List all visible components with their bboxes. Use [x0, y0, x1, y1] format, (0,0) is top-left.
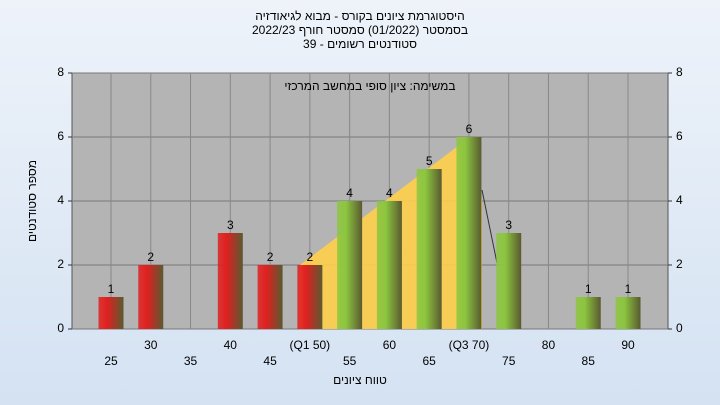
- bar: [337, 201, 363, 329]
- y-tick-label: 2: [57, 257, 64, 271]
- y-tick-label: 6: [57, 129, 64, 143]
- bar: [257, 265, 283, 329]
- annotation: במשימה: ציון סופי במחשב המרכזי: [284, 79, 455, 93]
- bar: [416, 169, 442, 329]
- x-tick-label: 90: [621, 338, 635, 352]
- x-tick-label: 85: [582, 354, 596, 368]
- x-tick-label: 40: [224, 338, 238, 352]
- value-label: 2: [147, 250, 154, 264]
- bar: [98, 297, 124, 329]
- x-tick-label: 80: [542, 338, 556, 352]
- chart-title: היסטוגרמת ציונים בקורס - מבוא לגיאודזיה: [255, 9, 464, 23]
- value-label: 2: [267, 250, 274, 264]
- value-label: 4: [386, 186, 393, 200]
- y2-tick-label: 4: [676, 193, 683, 207]
- bar: [615, 297, 641, 329]
- value-label: 1: [625, 282, 632, 296]
- x-tick-label: 45: [263, 354, 277, 368]
- value-label: 2: [307, 250, 314, 264]
- x-tick-label: 75: [502, 354, 516, 368]
- y-tick-label: 0: [57, 321, 64, 335]
- bar: [575, 297, 601, 329]
- value-label: 3: [505, 218, 512, 232]
- x-tick-label: (Q1 50): [290, 338, 331, 352]
- x-tick-label: (Q3 70): [449, 338, 490, 352]
- bar: [138, 265, 164, 329]
- y2-tick-label: 2: [676, 257, 683, 271]
- bar: [297, 265, 323, 329]
- chart-subtitle: סטודנטים רשומים - 39: [303, 37, 417, 51]
- y-tick-label: 8: [57, 65, 64, 79]
- y-axis-label: מספר סטודנטים: [25, 160, 39, 242]
- chart-subtitle: בסמסטר (01/2022) סמסטר חורף 2022/23: [252, 23, 468, 37]
- y2-tick-label: 8: [676, 65, 683, 79]
- y-tick-label: 4: [57, 193, 64, 207]
- x-tick-label: 55: [343, 354, 357, 368]
- bar: [217, 233, 243, 329]
- x-tick-label: 25: [104, 354, 118, 368]
- y2-tick-label: 0: [676, 321, 683, 335]
- x-tick-label: 65: [422, 354, 436, 368]
- y2-tick-label: 6: [676, 129, 683, 143]
- bar: [456, 137, 482, 329]
- x-tick-label: 30: [144, 338, 158, 352]
- value-label: 4: [346, 186, 353, 200]
- value-label: 6: [466, 122, 473, 136]
- bar: [376, 201, 402, 329]
- x-axis-label: טווח ציונים: [333, 373, 387, 387]
- bar: [496, 233, 522, 329]
- value-label: 1: [108, 282, 115, 296]
- value-label: 3: [227, 218, 234, 232]
- x-tick-label: 60: [383, 338, 397, 352]
- x-tick-label: 35: [184, 354, 198, 368]
- value-label: 1: [585, 282, 592, 296]
- decor-line: [481, 189, 498, 264]
- value-label: 5: [426, 154, 433, 168]
